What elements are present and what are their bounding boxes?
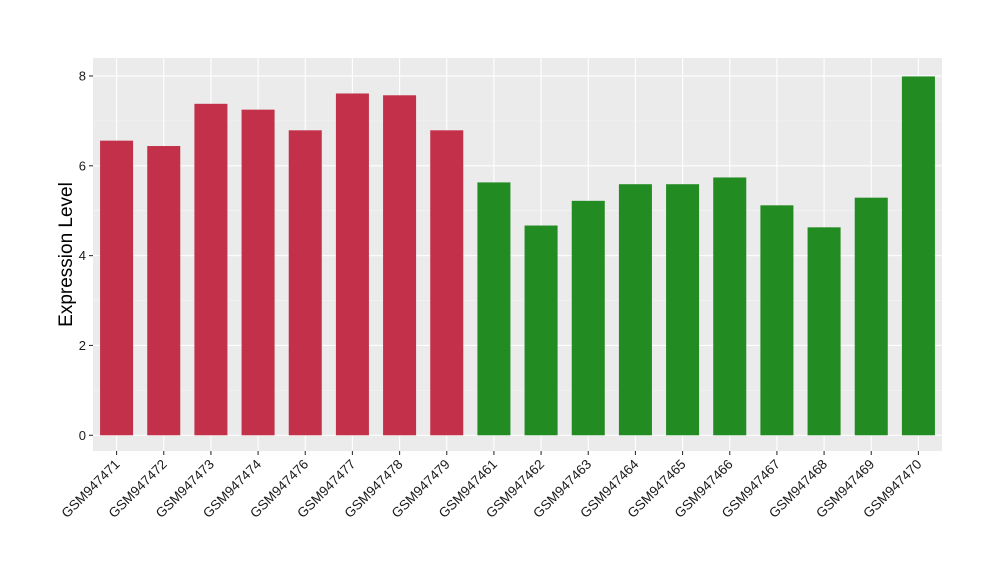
minor-gridlines bbox=[93, 120, 942, 391]
x-axis: GSM947471GSM947472GSM947473GSM947474GSM9… bbox=[58, 451, 925, 521]
y-tick-label: 8 bbox=[79, 68, 86, 83]
y-tick-label: 4 bbox=[79, 248, 86, 263]
bar-GSM947474 bbox=[241, 109, 275, 436]
y-tick-label: 0 bbox=[79, 428, 86, 443]
y-tick-label: 6 bbox=[79, 158, 86, 173]
bar-GSM947464 bbox=[618, 184, 652, 436]
bar-GSM947465 bbox=[666, 184, 700, 436]
y-axis-title: Expression Level bbox=[56, 182, 77, 327]
y-axis: 0 2 4 6 8 bbox=[79, 68, 93, 443]
bars-group bbox=[100, 76, 935, 436]
bar-GSM947478 bbox=[383, 95, 417, 436]
bar-GSM947462 bbox=[524, 225, 558, 436]
bar-GSM947477 bbox=[335, 93, 369, 436]
bar-GSM947467 bbox=[760, 205, 794, 436]
bar-GSM947469 bbox=[854, 197, 888, 436]
bar-GSM947476 bbox=[288, 130, 322, 436]
y-tick-label: 2 bbox=[79, 338, 86, 353]
bar-GSM947479 bbox=[430, 130, 464, 436]
bar-GSM947463 bbox=[571, 200, 605, 436]
bar-GSM947471 bbox=[100, 140, 134, 436]
bar-GSM947473 bbox=[194, 103, 228, 436]
plot-panel bbox=[93, 58, 942, 451]
bar-GSM947466 bbox=[713, 177, 747, 436]
bar-GSM947461 bbox=[477, 182, 511, 436]
bar-GSM947470 bbox=[901, 76, 935, 436]
bar-GSM947472 bbox=[147, 146, 181, 436]
bar-GSM947468 bbox=[807, 227, 841, 436]
